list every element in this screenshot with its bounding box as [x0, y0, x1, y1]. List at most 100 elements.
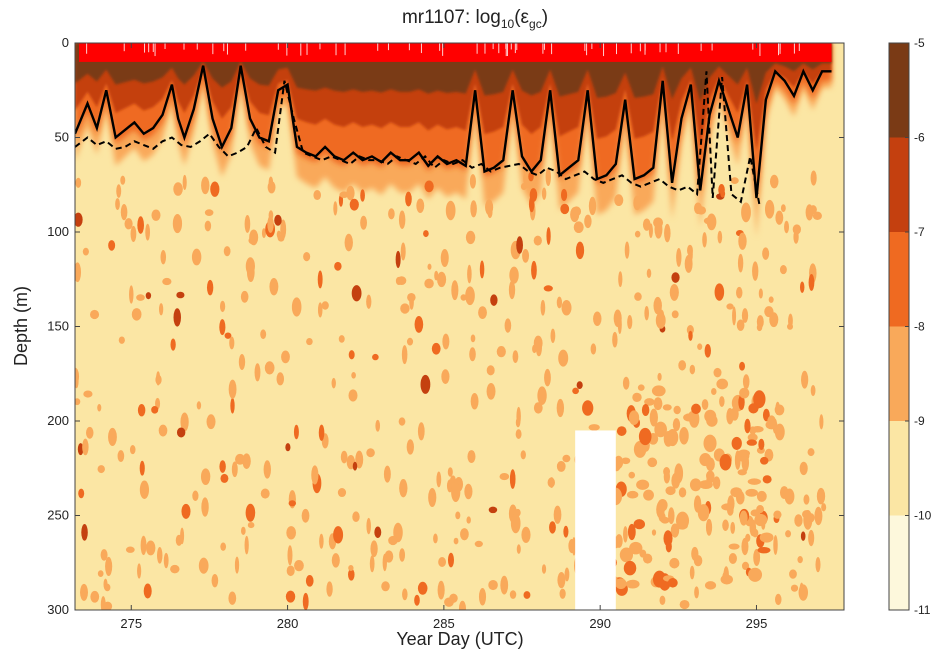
- speckle: [223, 246, 231, 257]
- speckle: [260, 329, 267, 340]
- speckle: [81, 524, 88, 541]
- speckle: [500, 575, 509, 595]
- speckle: [694, 202, 703, 215]
- speckle: [206, 279, 214, 296]
- speckle: [686, 325, 694, 335]
- speckle: [423, 230, 429, 238]
- speckle: [157, 547, 163, 564]
- speckle: [465, 286, 475, 306]
- speckle: [737, 449, 750, 458]
- speckle: [352, 511, 360, 523]
- speckle: [105, 556, 113, 577]
- speckle: [90, 309, 100, 320]
- speckle: [719, 453, 732, 471]
- speckle: [732, 306, 737, 326]
- speckle: [543, 285, 553, 292]
- speckle: [553, 505, 562, 524]
- chart-title-paren-close: ): [542, 7, 548, 28]
- speckle: [467, 264, 472, 284]
- speckle: [788, 313, 793, 329]
- speckle: [86, 426, 94, 439]
- speckle: [621, 457, 631, 465]
- speckle: [417, 422, 425, 441]
- speckle: [706, 414, 718, 427]
- speckle: [683, 413, 696, 422]
- speckle: [465, 230, 476, 245]
- speckle: [229, 336, 235, 350]
- speckle: [305, 575, 314, 587]
- speckle: [286, 565, 295, 577]
- speckle: [317, 270, 323, 289]
- speckle: [402, 588, 408, 601]
- speckle: [737, 253, 744, 273]
- speckle: [120, 203, 128, 221]
- speckle: [516, 544, 521, 554]
- speckle: [712, 476, 721, 490]
- speckle: [556, 460, 566, 472]
- speckle: [747, 433, 758, 442]
- speckle: [560, 203, 570, 215]
- speckle: [440, 248, 449, 268]
- speckle: [768, 296, 774, 303]
- speckle: [348, 389, 358, 402]
- speckle: [810, 384, 816, 397]
- speckle: [151, 209, 161, 221]
- speckle: [742, 374, 750, 390]
- speckle: [407, 293, 416, 302]
- speckle: [544, 368, 551, 387]
- speckle: [561, 300, 572, 316]
- speckle: [294, 559, 304, 572]
- speckle: [808, 273, 815, 291]
- speckle: [437, 580, 445, 600]
- speckle: [753, 548, 761, 567]
- speckle: [210, 181, 220, 197]
- speckle: [137, 563, 142, 579]
- speckle: [667, 578, 678, 588]
- speckle: [634, 292, 642, 301]
- speckle: [158, 424, 168, 437]
- speckle: [575, 241, 585, 260]
- speckle: [614, 194, 624, 207]
- speckle: [678, 360, 687, 371]
- speckle: [460, 528, 469, 541]
- speckle: [665, 540, 672, 553]
- speckle: [338, 335, 345, 343]
- speckle: [623, 560, 637, 576]
- speckle: [137, 216, 145, 234]
- speckle: [100, 549, 108, 561]
- speckle: [773, 510, 782, 519]
- speckle: [679, 426, 689, 445]
- speckle: [75, 212, 83, 227]
- speckle: [515, 429, 522, 439]
- speckle: [697, 343, 703, 350]
- speckle: [395, 276, 402, 286]
- speckle: [633, 519, 646, 530]
- speckle: [82, 438, 89, 456]
- speckle: [374, 526, 382, 538]
- speckle: [706, 213, 717, 231]
- y-tick-label: 150: [47, 319, 69, 334]
- colorbar-tick-label: -8: [914, 320, 925, 334]
- colorbar-tick-label: -11: [914, 603, 931, 617]
- speckle: [245, 503, 256, 522]
- speckle: [117, 450, 125, 462]
- speckle: [641, 403, 650, 417]
- speckle: [204, 220, 212, 232]
- speckle: [145, 223, 151, 241]
- speckle: [689, 364, 696, 375]
- speckle: [488, 506, 498, 514]
- speckle: [496, 346, 506, 358]
- speckle: [720, 189, 726, 198]
- speckle: [447, 552, 454, 568]
- speckle: [546, 227, 551, 245]
- speckle: [198, 557, 209, 574]
- speckle: [431, 342, 441, 355]
- speckle: [633, 195, 641, 211]
- speckle: [624, 241, 630, 259]
- speckle: [398, 417, 406, 426]
- speckle: [533, 335, 543, 351]
- speckle: [499, 472, 510, 481]
- speckle: [762, 247, 770, 260]
- speckle: [521, 526, 531, 543]
